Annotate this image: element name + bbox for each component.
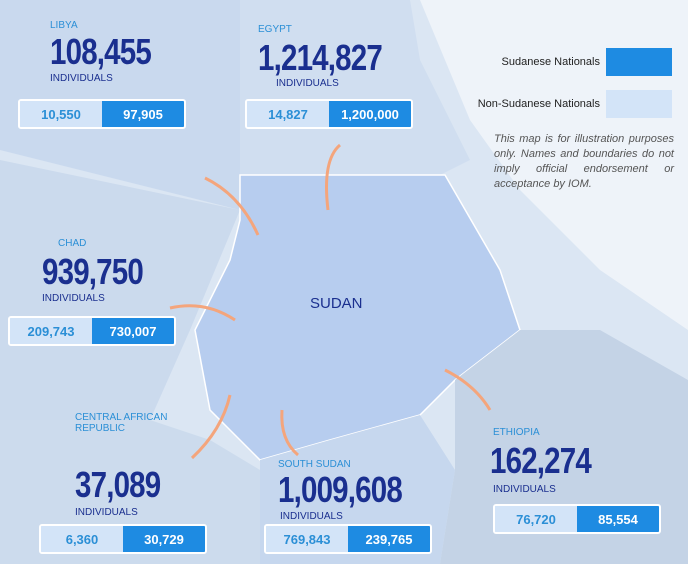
country-name: ETHIOPIA	[493, 427, 540, 438]
map-label: SUDAN	[310, 295, 363, 312]
sudanese-count: 1,200,000	[329, 101, 411, 127]
non-sudanese-count: 10,550	[20, 101, 102, 127]
total-count: 1,009,608	[278, 469, 403, 510]
non-sudanese-count: 6,360	[41, 526, 123, 552]
sudanese-count: 730,007	[92, 318, 174, 344]
breakdown: 76,720 85,554	[493, 504, 661, 534]
total-count: 1,214,827	[258, 37, 383, 78]
unit-label: INDIVIDUALS	[50, 73, 113, 84]
sudanese-count: 30,729	[123, 526, 205, 552]
legend-item: Sudanese Nationals	[502, 48, 672, 76]
country-name: SOUTH SUDAN	[278, 459, 351, 470]
breakdown: 14,827 1,200,000	[245, 99, 413, 129]
country-name: EGYPT	[258, 24, 292, 35]
legend-swatch	[606, 90, 672, 118]
legend-swatch	[606, 48, 672, 76]
total-count: 108,455	[50, 31, 152, 72]
breakdown: 209,743 730,007	[8, 316, 176, 346]
non-sudanese-count: 14,827	[247, 101, 329, 127]
unit-label: INDIVIDUALS	[280, 511, 343, 522]
unit-label: INDIVIDUALS	[42, 293, 105, 304]
legend-item: Non-Sudanese Nationals	[478, 90, 672, 118]
breakdown: 10,550 97,905	[18, 99, 186, 129]
sudanese-count: 239,765	[348, 526, 430, 552]
breakdown: 6,360 30,729	[39, 524, 207, 554]
non-sudanese-count: 76,720	[495, 506, 577, 532]
total-count: 162,274	[490, 440, 592, 481]
legend-label: Non-Sudanese Nationals	[477, 98, 600, 110]
sudanese-count: 97,905	[102, 101, 184, 127]
legend-label: Sudanese Nationals	[501, 56, 600, 68]
non-sudanese-count: 209,743	[10, 318, 92, 344]
unit-label: INDIVIDUALS	[75, 507, 138, 518]
unit-label: INDIVIDUALS	[276, 78, 339, 89]
breakdown: 769,843 239,765	[264, 524, 432, 554]
non-sudanese-count: 769,843	[266, 526, 348, 552]
disclaimer: This map is for illustration purposes on…	[494, 133, 674, 190]
sudanese-count: 85,554	[577, 506, 659, 532]
total-count: 939,750	[42, 251, 144, 292]
country-name: LIBYA	[50, 20, 78, 31]
country-name: CHAD	[58, 238, 87, 249]
total-count: 37,089	[75, 464, 161, 505]
unit-label: INDIVIDUALS	[493, 484, 556, 495]
country-name: CENTRAL AFRICAN REPUBLIC	[75, 412, 168, 434]
